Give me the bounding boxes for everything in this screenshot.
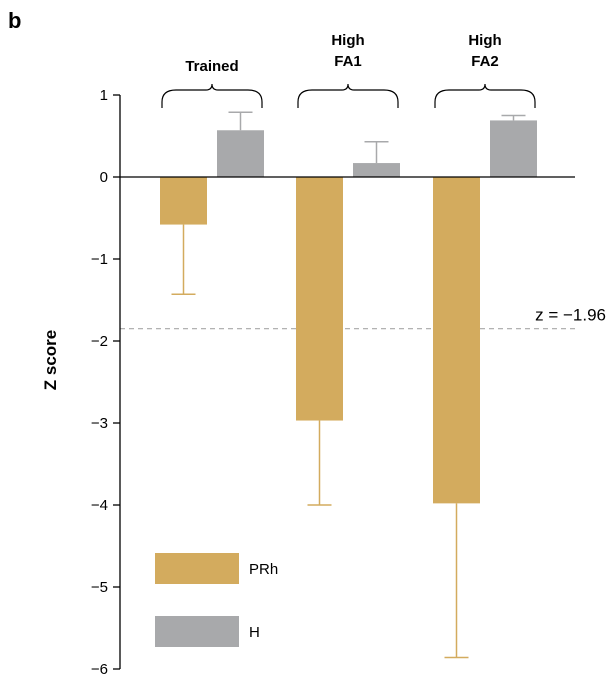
group-label: FA1 — [334, 53, 362, 70]
y-tick-label: 0 — [100, 169, 108, 186]
bar-prh-0 — [160, 177, 207, 225]
y-axis: 1 0 −1 −2 −3 −4 −5 −6 — [91, 87, 575, 678]
y-tick-label: 1 — [100, 87, 108, 104]
bar-h-0 — [217, 130, 264, 177]
group-brace — [161, 83, 263, 108]
y-tick-label: −2 — [91, 333, 108, 350]
bars-layer — [160, 111, 537, 659]
group-brace — [434, 83, 536, 108]
y-tick-label: −5 — [91, 579, 108, 596]
y-tick-label: −3 — [91, 415, 108, 432]
y-axis-title: Z score — [41, 330, 60, 390]
y-tick-label: −6 — [91, 661, 108, 678]
bar-prh-2 — [433, 177, 480, 504]
group-label: Trained — [185, 58, 238, 75]
group-brace — [297, 83, 399, 108]
legend-label-prh: PRh — [249, 561, 278, 578]
y-tick-label: −4 — [91, 497, 108, 514]
group-label: FA2 — [471, 53, 499, 70]
panel-letter: b — [8, 8, 21, 33]
bar-prh-1 — [296, 177, 343, 421]
bar-h-1 — [353, 163, 400, 177]
legend-swatch-h — [155, 616, 239, 647]
legend: PRh H — [155, 553, 278, 647]
group-label: High — [331, 32, 364, 49]
reference-line-layer: z = −1.96 — [120, 306, 606, 330]
legend-label-h: H — [249, 624, 260, 641]
legend-swatch-prh — [155, 553, 239, 584]
bar-h-2 — [490, 120, 537, 177]
group-labels: Trained High FA1 High FA2 — [161, 32, 536, 108]
y-tick-label: −1 — [91, 251, 108, 268]
reference-line-label: z = −1.96 — [535, 306, 606, 325]
group-label: High — [468, 32, 501, 49]
